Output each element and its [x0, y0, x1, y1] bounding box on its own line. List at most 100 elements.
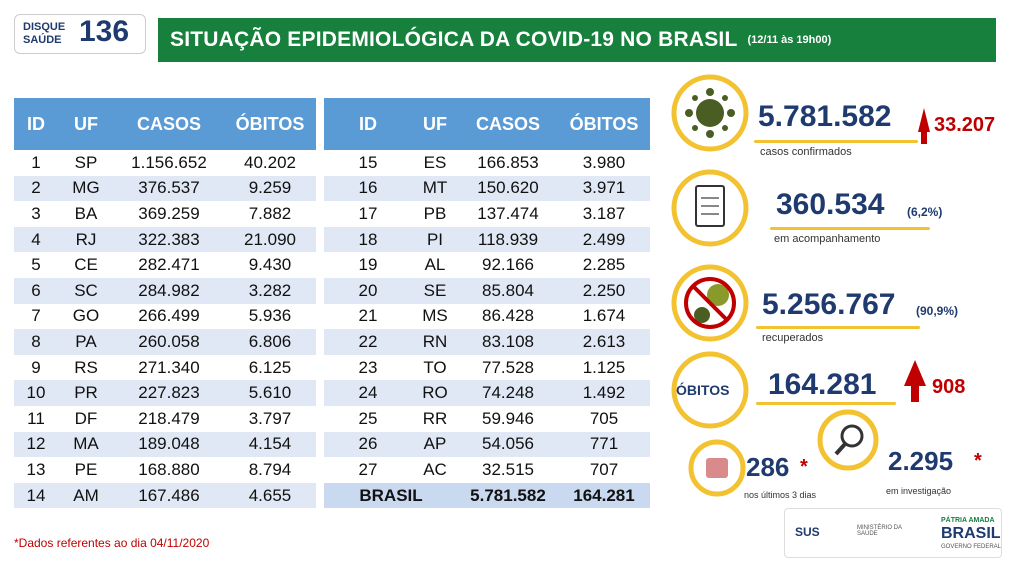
cell: PR [58, 380, 114, 406]
column-header: CASOS [114, 98, 224, 150]
cell: 189.048 [114, 431, 224, 458]
total-row: BRASIL 5.781.582 164.281 [324, 482, 650, 509]
cell: 5.781.582 [458, 482, 558, 509]
cell: RJ [58, 226, 114, 253]
cell: MS [422, 306, 448, 326]
cell: 6 [14, 277, 58, 304]
icons [671, 74, 930, 497]
brasil-logo: BRASIL [941, 525, 1001, 542]
investigation-mark: * [974, 450, 982, 472]
cell: TO [423, 357, 447, 377]
cell: 83.108 [458, 329, 558, 355]
recovered-label: recuperados [762, 332, 824, 344]
cases-label: casos confirmados [760, 146, 852, 158]
cell: DF [74, 408, 98, 428]
disque-saude-logo: DISQUE SAÚDE 136 [14, 14, 146, 54]
cell: 2.250 [558, 277, 650, 304]
title: SITUAÇÃO EPIDEMIOLÓGICA DA COVID-19 NO B… [170, 28, 738, 51]
cell: 86.428 [482, 306, 534, 326]
table-row: 2 MG 376.537 9.259 [14, 175, 316, 202]
column-header: ID [324, 98, 412, 150]
cell: 6.125 [248, 357, 292, 377]
underline [756, 402, 896, 405]
cell: 8 [14, 329, 58, 355]
column-header: UF [412, 98, 458, 150]
table-row: 1 SP 1.156.652 40.202 [14, 150, 316, 176]
investigation-value: 2.295 [888, 446, 954, 476]
cell: 271.340 [138, 357, 200, 377]
cell: PI [412, 226, 458, 253]
cell: 6.806 [224, 329, 316, 355]
cell: 1.125 [582, 357, 626, 377]
cell: 7 [31, 306, 41, 326]
cell: 14 [14, 482, 58, 509]
recovered-value: 5.256.767 [762, 288, 896, 321]
cell: 164.281 [558, 482, 650, 509]
cell: 19 [358, 255, 378, 275]
cell: 77.528 [482, 357, 534, 377]
recent-value: 286 [746, 452, 790, 482]
cell: 5 [31, 255, 41, 275]
table-right: ID UF CASOS ÓBITOS 15 ES 166.853 3.980 16 MT 150.6… [324, 98, 650, 509]
table-row: 18 PI 118.939 2.499 [324, 226, 650, 253]
table-row: 10 PR 227.823 5.610 [14, 380, 316, 406]
cell: 3.980 [582, 152, 626, 172]
cell: 1.492 [558, 380, 650, 406]
cell: 24 [324, 380, 412, 406]
cell: SC [58, 277, 114, 304]
cell: 137.474 [477, 203, 539, 223]
cell: 1.674 [582, 306, 626, 326]
cell: 15 [358, 152, 378, 172]
cell: RN [412, 329, 458, 355]
cases-increase: 33.207 [934, 114, 996, 136]
table-row: 12 MA 189.048 4.154 [14, 431, 316, 458]
table-row: 23 TO 77.528 1.125 [324, 355, 650, 381]
table-row: 26 AP 54.056 771 [324, 431, 650, 458]
table-row: 16 MT 150.620 3.971 [324, 175, 650, 202]
cell: 2 [14, 175, 58, 202]
cell: 40.202 [244, 152, 296, 172]
cell: 25 [358, 408, 378, 428]
date: (12/11 às 19h00) [747, 34, 832, 46]
cell: 20 [324, 277, 412, 304]
table-row: 4 RJ 322.383 21.090 [14, 226, 316, 253]
cell: RO [412, 380, 458, 406]
cell: 54.056 [458, 431, 558, 458]
monitoring-percent: (6,2%) [907, 205, 943, 219]
table-row: 17 PB 137.474 3.187 [324, 201, 650, 227]
table-row: 13 PE 168.880 8.794 [14, 457, 316, 483]
cell: 8.794 [248, 459, 292, 479]
column-header: UF [58, 98, 114, 150]
cell: 284.982 [114, 277, 224, 304]
logo-line: DISQUE [23, 21, 66, 33]
cell: 59.946 [482, 408, 534, 428]
cell: 167.486 [114, 482, 224, 509]
cell: 4.655 [224, 482, 316, 509]
ministry-logo: MINISTÉRIO DA SAÚDE [857, 525, 902, 537]
table-row: 21 MS 86.428 1.674 [324, 304, 650, 330]
cell: MT [412, 175, 458, 202]
cell: AC [423, 459, 447, 479]
cell: 22 [324, 329, 412, 355]
cell: BRASIL [324, 482, 458, 509]
cell: AP [412, 431, 458, 458]
cases-value: 5.781.582 [758, 100, 892, 133]
cell: MA [58, 431, 114, 458]
cell: 74.248 [458, 380, 558, 406]
cell: 16 [324, 175, 412, 202]
cell: 12 [14, 431, 58, 458]
cell: 9.259 [224, 175, 316, 202]
cell: 707 [589, 459, 619, 479]
cell: 118.939 [458, 226, 558, 253]
footer-logos: SUS MINISTÉRIO DA SAÚDE PÁTRIA AMADA BRA… [784, 508, 1002, 558]
cell: 5.936 [248, 306, 292, 326]
cell: RS [74, 357, 98, 377]
cell: 10 [14, 380, 58, 406]
government: GOVERNO FEDERAL [941, 544, 1002, 550]
cell: 3.282 [224, 277, 316, 304]
cell: BA [74, 203, 98, 223]
cell: 21 [358, 306, 378, 326]
sus-logo: SUS [795, 525, 820, 539]
recent-mark: * [800, 456, 808, 478]
